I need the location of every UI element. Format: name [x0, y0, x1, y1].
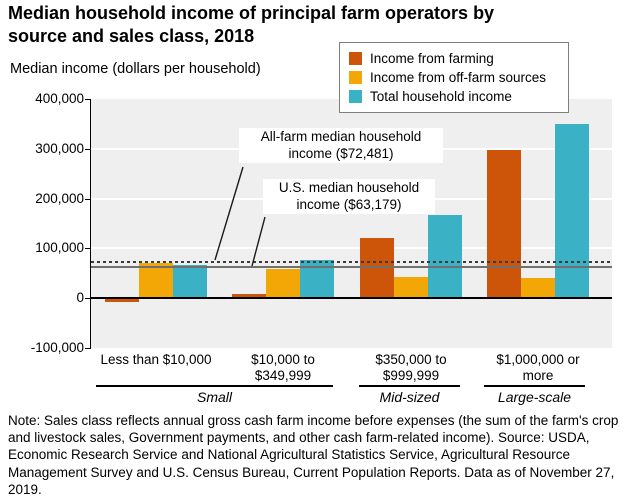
bar-income-from-off-farm-sources-1 [266, 269, 300, 299]
y-tick [85, 148, 91, 150]
note-text: Note: Sales class reflects annual gross … [8, 413, 619, 497]
x-category-label-0: Less than $10,000 [100, 352, 212, 367]
y-tick-label: 100,000 [35, 240, 84, 256]
zero-line [91, 297, 612, 300]
sales-class-bracket-large-scale [484, 385, 585, 387]
legend-swatch [349, 71, 362, 84]
y-tick [85, 99, 91, 100]
sales-class-group-label-small: Small [196, 389, 232, 405]
y-tick [85, 348, 91, 349]
y-tick-label: 300,000 [35, 140, 84, 156]
reference-line-all-farm-median-household [91, 261, 612, 264]
reference-line-u-s-median-household [91, 265, 612, 268]
bar-income-from-off-farm-sources-0 [139, 262, 173, 299]
legend-item-income-from-off-farm-sources: Income from off-farm sources [349, 68, 559, 87]
x-category-label-3: $1,000,000 or more [496, 352, 580, 383]
bar-income-from-farming-3 [487, 149, 521, 299]
chart-title: Median household income of principal far… [8, 3, 495, 46]
legend-label: Income from off-farm sources [370, 70, 547, 85]
bar-income-from-farming-0 [105, 298, 139, 302]
legend-label: Income from farming [370, 51, 494, 66]
bar-total-household-income-0 [173, 265, 207, 299]
bar-total-household-income-3 [555, 123, 589, 299]
sales-class-group-label-mid-sized: Mid-sized [379, 389, 440, 405]
sales-class-bracket-mid-sized [359, 385, 460, 387]
gridline-100000 [91, 247, 612, 250]
sales-class-group-label-large-scale: Large-scale [497, 389, 572, 405]
bar-total-household-income-2 [428, 215, 462, 299]
y-tick [85, 298, 91, 300]
legend: Income from farming Income from off-farm … [339, 42, 569, 113]
sales-class-bracket-small [96, 385, 333, 387]
x-category-label-1: $10,000 to $349,999 [251, 352, 315, 383]
y-tick [85, 248, 91, 250]
y-axis-title: Median income (dollars per household) [10, 61, 261, 77]
annotation-all-farm-median-household: All-farm median household income ($72,48… [239, 128, 443, 163]
legend-swatch [349, 90, 362, 103]
y-tick-label: 200,000 [35, 190, 84, 206]
bar-income-from-farming-2 [360, 238, 394, 299]
bar-income-from-farming-1 [232, 294, 266, 299]
y-tick [85, 198, 91, 200]
bar-income-from-off-farm-sources-3 [521, 278, 555, 299]
bar-income-from-off-farm-sources-2 [394, 277, 428, 299]
legend-list: Income from farming Income from off-farm … [349, 49, 559, 106]
legend-item-income-from-farming: Income from farming [349, 49, 559, 68]
legend-item-total-household-income: Total household income [349, 87, 559, 106]
legend-label: Total household income [370, 89, 512, 104]
annotation-u-s-median-household: U.S. median household income ($63,179) [263, 179, 435, 214]
legend-swatch [349, 52, 362, 65]
y-tick-label: 400,000 [35, 91, 84, 106]
y-axis-line [90, 99, 91, 349]
x-category-label-2: $350,000 to $999,999 [375, 352, 447, 383]
y-tick-label: -100,000 [30, 340, 84, 355]
y-tick-label: 0 [76, 290, 84, 306]
